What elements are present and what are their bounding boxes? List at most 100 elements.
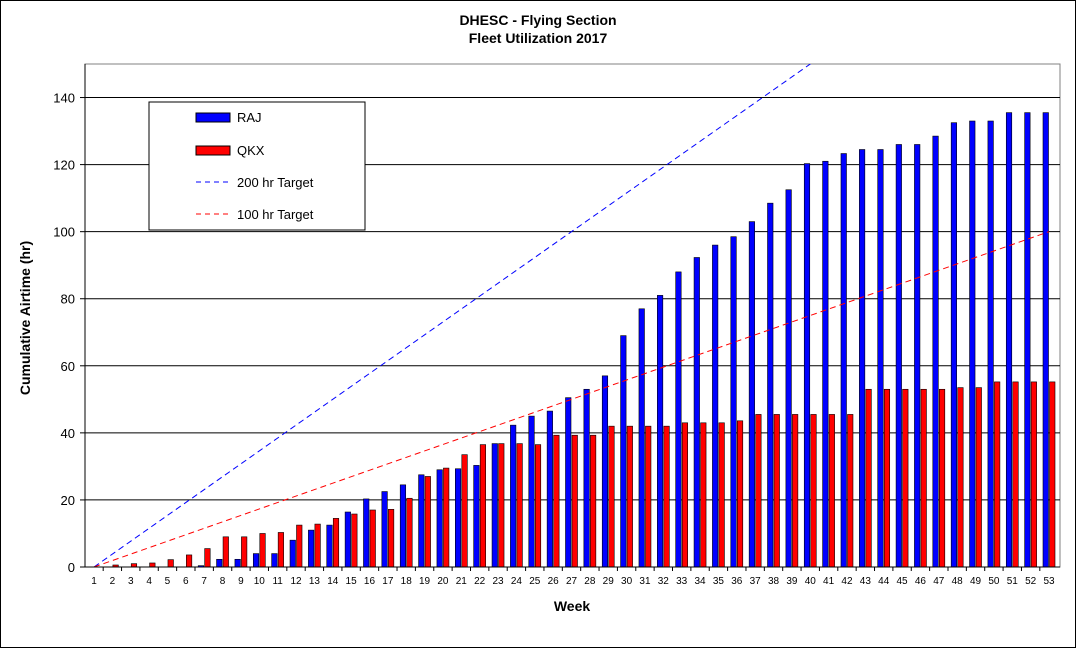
x-tick-label: 21	[456, 576, 468, 587]
x-tick-label: 42	[841, 576, 853, 587]
bar-qkx	[755, 414, 762, 568]
bar-raj	[932, 135, 939, 568]
bar-raj	[840, 153, 847, 568]
bar-qkx	[626, 425, 633, 568]
y-tick-label: 0	[68, 560, 75, 575]
bar-qkx	[1012, 381, 1019, 568]
bar-raj	[987, 120, 994, 568]
y-tick-label: 60	[61, 359, 75, 374]
bar-raj	[914, 144, 921, 568]
bar-qkx	[700, 422, 707, 568]
bar-raj	[491, 443, 498, 568]
bar-qkx	[571, 434, 578, 568]
x-tick-label: 23	[492, 576, 504, 587]
x-tick-label: 6	[183, 576, 189, 587]
bar-qkx	[663, 425, 670, 568]
bar-raj	[234, 558, 241, 568]
bar-qkx	[994, 381, 1001, 568]
bar-qkx	[773, 414, 780, 568]
legend-label-qkx: QKX	[237, 143, 265, 158]
x-tick-label: 49	[970, 576, 982, 587]
x-tick-label: 20	[437, 576, 449, 587]
bar-raj	[289, 539, 296, 568]
x-tick-label: 48	[952, 576, 964, 587]
y-axis-title: Cumulative Airtime (hr)	[17, 241, 33, 395]
bar-qkx	[902, 388, 909, 568]
y-tick-label: 40	[61, 426, 75, 441]
x-tick-label: 16	[364, 576, 376, 587]
x-tick-label: 24	[511, 576, 523, 587]
bar-raj	[473, 465, 480, 568]
bar-raj	[399, 484, 407, 568]
bar-qkx	[810, 414, 817, 568]
chart-title: DHESC - Flying Section	[459, 12, 616, 28]
bar-raj	[344, 511, 351, 568]
bar-raj	[308, 529, 315, 568]
x-axis-title: Week	[554, 598, 591, 614]
legend-swatch-raj	[195, 112, 231, 123]
bar-qkx	[222, 536, 229, 568]
bar-qkx	[461, 454, 468, 568]
bar-raj	[601, 375, 609, 568]
x-tick-label: 41	[823, 576, 835, 587]
bar-raj	[657, 295, 664, 568]
bar-qkx	[939, 388, 946, 568]
bar-qkx	[351, 513, 358, 568]
bar-qkx	[534, 444, 542, 568]
x-tick-label: 17	[382, 576, 394, 587]
x-tick-label: 28	[584, 576, 596, 587]
x-tick-label: 14	[327, 576, 339, 587]
x-tick-label: 9	[238, 576, 244, 587]
bar-qkx	[186, 554, 193, 568]
x-tick-label: 32	[658, 576, 670, 587]
x-tick-label: 1	[91, 576, 97, 587]
bar-raj	[638, 308, 645, 568]
bar-qkx	[1030, 381, 1037, 568]
target-line-200hr	[93, 64, 812, 567]
bar-raj	[950, 122, 957, 568]
x-tick-label: 38	[768, 576, 780, 587]
bar-raj	[363, 498, 370, 568]
bar-qkx	[920, 388, 927, 568]
bar-qkx	[296, 524, 303, 568]
bar-raj	[767, 202, 774, 568]
chart-subtitle: Fleet Utilization 2017	[469, 30, 608, 46]
legend-label-200hr: 200 hr Target	[237, 175, 314, 190]
bar-raj	[510, 424, 517, 568]
bar-qkx	[314, 523, 321, 568]
x-tick-label: 10	[254, 576, 266, 587]
bar-raj	[748, 221, 755, 568]
bar-qkx	[736, 420, 744, 568]
bar-raj	[455, 468, 462, 568]
bar-raj	[528, 415, 535, 568]
bar-raj	[822, 160, 829, 568]
bar-qkx	[828, 414, 835, 568]
x-tick-label: 33	[676, 576, 688, 587]
x-tick-label: 25	[529, 576, 541, 587]
x-tick-label: 29	[603, 576, 615, 587]
x-tick-label: 39	[786, 576, 798, 587]
bar-raj	[326, 524, 333, 568]
x-tick-label: 44	[878, 576, 890, 587]
legend-swatch-qkx	[195, 145, 231, 156]
x-tick-label: 15	[346, 576, 358, 587]
x-tick-label: 4	[146, 576, 152, 587]
x-tick-label: 26	[548, 576, 560, 587]
x-tick-label: 13	[309, 576, 321, 587]
x-tick-label: 52	[1025, 576, 1037, 587]
bar-raj	[565, 397, 572, 568]
y-tick-label: 20	[61, 493, 75, 508]
bar-qkx	[975, 387, 982, 568]
x-tick-label: 18	[401, 576, 413, 587]
bar-qkx	[957, 387, 964, 568]
bar-raj	[803, 163, 811, 568]
target-lines	[93, 64, 1050, 567]
legend-label-raj: RAJ	[237, 110, 262, 125]
bar-raj	[785, 189, 792, 568]
legend-label-100hr: 100 hr Target	[237, 207, 314, 222]
x-tick-label: 27	[566, 576, 578, 587]
bar-raj	[730, 236, 737, 568]
y-tick-label: 80	[61, 292, 75, 307]
